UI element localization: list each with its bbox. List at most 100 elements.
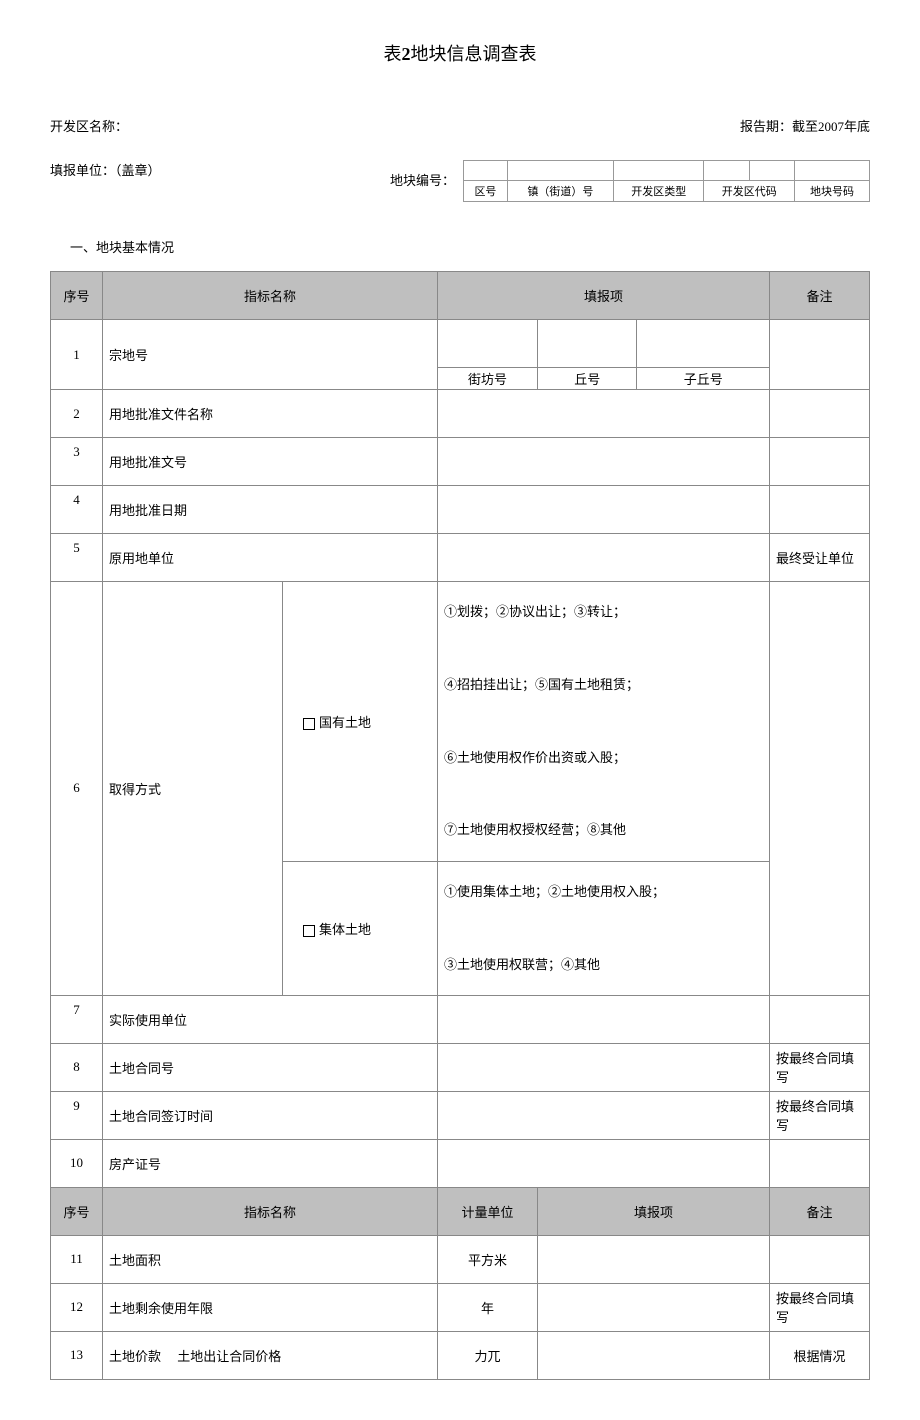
cell-seq: 10: [51, 1139, 103, 1187]
note-cell: 按最终合同填写: [770, 1043, 870, 1091]
cell-name: 土地面积: [103, 1235, 438, 1283]
name-part-a: 土地价款: [109, 1349, 161, 1364]
cell-name: 实际使用单位: [103, 995, 438, 1043]
cell-name: 取得方式: [103, 582, 283, 996]
cell-name: 土地价款 土地出让合同价格: [103, 1331, 438, 1379]
code-cell[interactable]: [795, 161, 870, 181]
cell-name: 房产证号: [103, 1139, 438, 1187]
note-cell: 按最终合同填写: [770, 1283, 870, 1331]
cell-seq: 5: [51, 534, 103, 582]
code-header: 开发区代码: [704, 181, 795, 202]
collective-land-label: 集体土地: [319, 922, 371, 937]
th-name: 指标名称: [103, 272, 438, 320]
state-options: ①划拨；②协议出让；③转让；④招拍挂出让；⑤国有土地租赁；⑥土地使用权作价出资或…: [438, 582, 770, 862]
code-header: 地块号码: [795, 181, 870, 202]
sub-label: 丘号: [538, 368, 637, 390]
cell-name: 用地批准日期: [103, 486, 438, 534]
title-suffix: 地块信息调查表: [411, 44, 537, 64]
state-land-label: 国有土地: [319, 715, 371, 730]
cell-seq: 1: [51, 320, 103, 390]
cell-unit: 年: [438, 1283, 538, 1331]
th-fill: 填报项: [538, 1187, 770, 1235]
note-cell: 按最终合同填写: [770, 1091, 870, 1139]
cell-seq: 7: [51, 995, 103, 1043]
th-unit: 计量单位: [438, 1187, 538, 1235]
th-seq: 序号: [51, 1187, 103, 1235]
fill-cell[interactable]: [438, 390, 770, 438]
land-type-collective: 集体土地: [283, 861, 438, 995]
sub-label: 子丘号: [637, 368, 770, 390]
fill-cell[interactable]: [438, 438, 770, 486]
checkbox-icon[interactable]: [303, 925, 315, 937]
fill-cell[interactable]: [438, 995, 770, 1043]
checkbox-icon[interactable]: [303, 718, 315, 730]
cell-name: 用地批准文件名称: [103, 390, 438, 438]
table-row: 2 用地批准文件名称: [51, 390, 870, 438]
cell-name: 宗地号: [103, 320, 438, 390]
table-row: 12 土地剩余使用年限 年 按最终合同填写: [51, 1283, 870, 1331]
name-part-b: 土地出让合同价格: [177, 1349, 281, 1364]
code-header: 镇（街道）号: [507, 181, 613, 202]
plot-code-table: 区号 镇（街道）号 开发区类型 开发区代码 地块号码: [463, 160, 870, 202]
section-title: 一、地块基本情况: [50, 237, 870, 256]
code-header: 开发区类型: [613, 181, 704, 202]
cell-seq: 11: [51, 1235, 103, 1283]
cell-seq: 2: [51, 390, 103, 438]
header-row-1: 开发区名称： 报告期：截至2007年底: [50, 116, 870, 135]
fill-cell[interactable]: [637, 320, 770, 368]
code-cell[interactable]: [507, 161, 613, 181]
fill-cell[interactable]: [538, 1331, 770, 1379]
table-header-row: 序号 指标名称 填报项 备注: [51, 272, 870, 320]
sub-label: 街坊号: [438, 368, 538, 390]
table-row: 5 原用地单位 最终受让单位: [51, 534, 870, 582]
cell-name: 土地合同签订时间: [103, 1091, 438, 1139]
filler-unit-label: 填报单位：（盖章）: [50, 160, 390, 179]
fill-cell[interactable]: [438, 1139, 770, 1187]
cell-unit: 力兀: [438, 1331, 538, 1379]
th-note: 备注: [770, 272, 870, 320]
table-row: 9 土地合同签订时间 按最终合同填写: [51, 1091, 870, 1139]
table-header-row-2: 序号 指标名称 计量单位 填报项 备注: [51, 1187, 870, 1235]
note-cell: [770, 1235, 870, 1283]
note-cell: [770, 438, 870, 486]
report-period: 报告期：截至2007年底: [740, 116, 870, 135]
cell-seq: 13: [51, 1331, 103, 1379]
cell-seq: 3: [51, 438, 103, 486]
fill-cell[interactable]: [438, 1043, 770, 1091]
header-row-2: 填报单位：（盖章） 地块编号： 区号 镇（街道）号 开发区类型 开发区代码 地块…: [50, 160, 870, 202]
table-row: 8 土地合同号 按最终合同填写: [51, 1043, 870, 1091]
code-cell[interactable]: [749, 161, 794, 181]
cell-seq: 6: [51, 582, 103, 996]
title-number: 2: [402, 44, 411, 64]
note-cell: [770, 390, 870, 438]
th-fill: 填报项: [438, 272, 770, 320]
code-header: 区号: [464, 181, 508, 202]
code-cell[interactable]: [464, 161, 508, 181]
cell-name: 土地合同号: [103, 1043, 438, 1091]
cell-seq: 8: [51, 1043, 103, 1091]
fill-cell[interactable]: [438, 534, 770, 582]
cell-seq: 4: [51, 486, 103, 534]
fill-cell[interactable]: [438, 486, 770, 534]
cell-unit: 平方米: [438, 1235, 538, 1283]
note-cell: 最终受让单位: [770, 534, 870, 582]
fill-cell[interactable]: [538, 1235, 770, 1283]
dev-zone-label: 开发区名称：: [50, 116, 128, 135]
cell-name: 土地剩余使用年限: [103, 1283, 438, 1331]
main-table-1: 序号 指标名称 填报项 备注 1 宗地号 街坊号 丘号 子丘号 2 用地批准文件…: [50, 271, 870, 1380]
code-cell[interactable]: [704, 161, 749, 181]
fill-cell[interactable]: [438, 1091, 770, 1139]
th-name: 指标名称: [103, 1187, 438, 1235]
th-seq: 序号: [51, 272, 103, 320]
fill-cell[interactable]: [438, 320, 538, 368]
fill-cell[interactable]: [538, 1283, 770, 1331]
note-cell: [770, 1139, 870, 1187]
note-cell: [770, 582, 870, 996]
code-cell[interactable]: [613, 161, 704, 181]
cell-seq: 12: [51, 1283, 103, 1331]
th-note: 备注: [770, 1187, 870, 1235]
table-row: 1 宗地号: [51, 320, 870, 368]
collective-options: ①使用集体土地；②土地使用权入股；③土地使用权联营；④其他: [438, 861, 770, 995]
fill-cell[interactable]: [538, 320, 637, 368]
plot-code-label: 地块编号：: [390, 160, 455, 189]
